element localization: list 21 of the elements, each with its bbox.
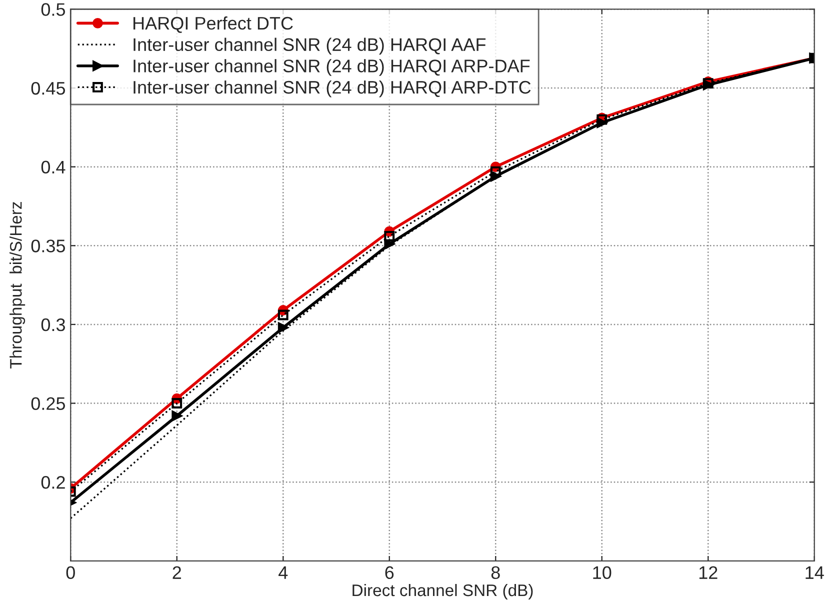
x-tick-label: 12: [699, 566, 718, 579]
y-tick-label: 0.4: [41, 160, 66, 174]
legend-label: Inter-user channel SNR (24 dB) HARQI ARP-DAF: [134, 59, 530, 76]
y-tick-label: 0.45: [31, 82, 66, 95]
y-tick-label: 0.2: [41, 476, 65, 489]
y-tick-label: 0.3: [41, 318, 65, 332]
x-tick-label: 0: [66, 566, 75, 580]
legend-label: HARQI Perfect DTC: [134, 16, 293, 33]
y-axis-title: Throughput bit/S/Herz: [10, 202, 26, 368]
y-tick-label: 0.25: [31, 397, 66, 410]
x-tick-label: 8: [491, 566, 500, 580]
x-tick-label: 2: [172, 566, 181, 579]
legend-label: Inter-user channel SNR (24 dB) HARQI ARP-DTC: [134, 80, 531, 98]
x-tick-label: 4: [278, 566, 288, 579]
x-tick-label: 6: [385, 566, 394, 580]
y-tick-label: 0.35: [31, 240, 66, 252]
y-tick-label: 0.5: [41, 3, 66, 16]
x-tick-label: 14: [806, 566, 824, 579]
legend-label: Inter-user channel SNR (24 dB) HARQI AAF: [134, 38, 486, 55]
x-axis-title: Direct channel SNR (dB): [352, 584, 533, 600]
x-tick-label: 10: [593, 566, 612, 580]
